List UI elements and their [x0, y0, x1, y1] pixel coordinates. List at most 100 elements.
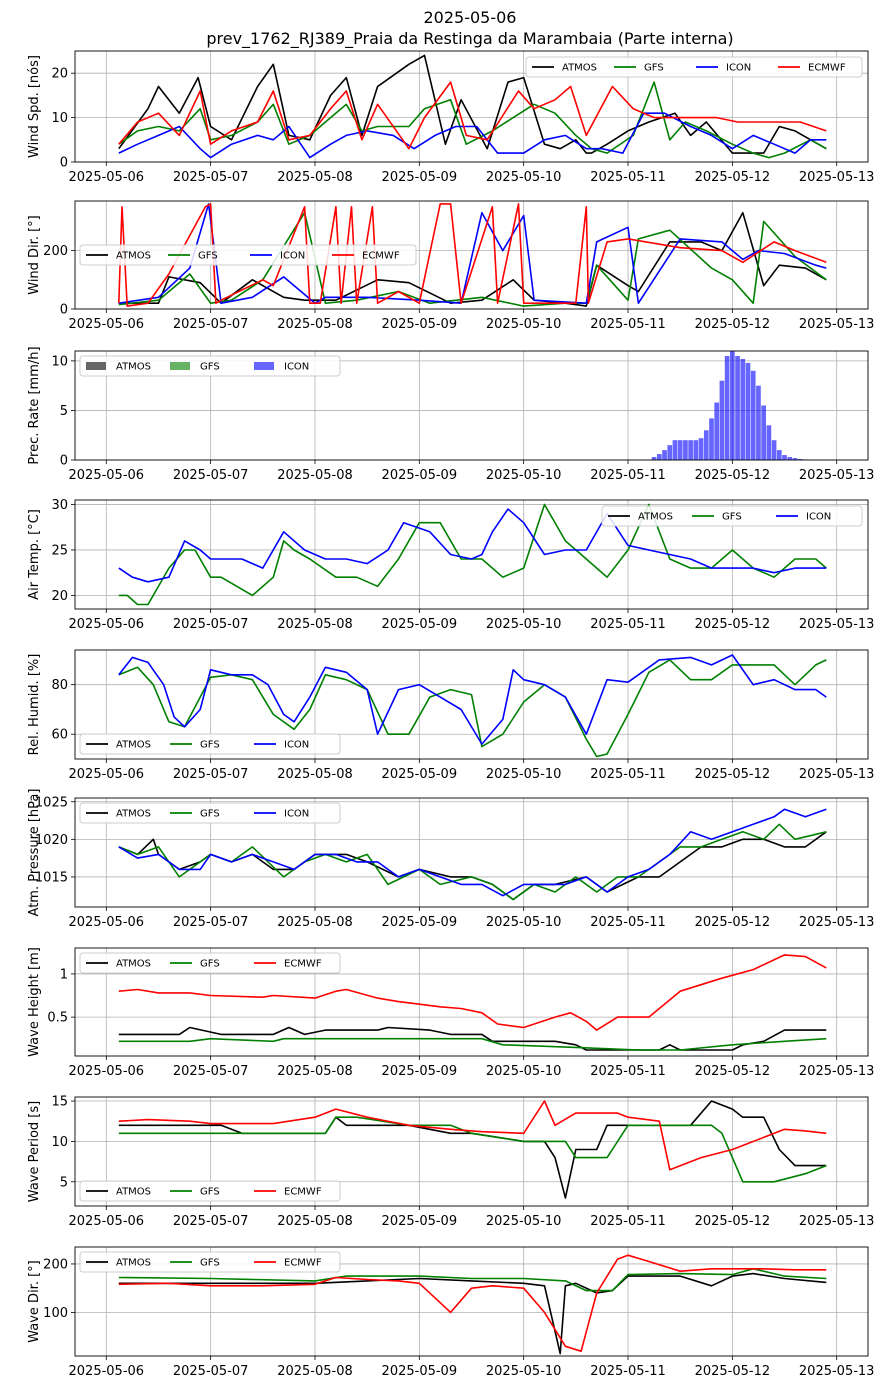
axes-frame: [74, 499, 869, 610]
x-tick-label: 2025-05-10: [486, 468, 562, 483]
y-axis-label: Wind Spd. [nós]: [27, 55, 42, 158]
x-tick-label: 2025-05-07: [173, 317, 249, 332]
y-tick-label: 0: [60, 454, 68, 469]
bar-icon: [703, 430, 709, 460]
x-tick-label: 2025-05-09: [382, 468, 458, 483]
x-tick-label: 2025-05-10: [486, 1364, 562, 1379]
panel-2: 2025-05-06 2025-05-07 2025-05-08 2025-05-09…: [27, 200, 874, 332]
bar-icon: [677, 440, 683, 460]
x-tick-label: 2025-05-13: [799, 1214, 875, 1229]
x-tick-label: 2025-05-10: [486, 317, 562, 332]
legend-box: [79, 1180, 341, 1202]
x-tick-label: 2025-05-06: [69, 1064, 145, 1079]
x-tick-label: 2025-05-12: [695, 617, 771, 632]
legend-label: GFS: [200, 740, 220, 751]
legend-label: GFS: [200, 809, 220, 820]
legend-swatch: [86, 362, 106, 370]
legend-label: GFS: [200, 1258, 220, 1269]
x-tick-label: 2025-05-07: [173, 1214, 249, 1229]
x-tick-label: 2025-05-06: [69, 1214, 145, 1229]
y-tick-label: 80: [51, 678, 68, 693]
series-line-gfs: [118, 659, 827, 758]
x-tick-label: 2025-05-06: [69, 170, 145, 185]
x-tick-label: 2025-05-09: [382, 1214, 458, 1229]
x-tick-label: 2025-05-09: [382, 915, 458, 930]
legend-label: ECMWF: [808, 63, 846, 74]
legend-label: ICON: [284, 362, 309, 373]
x-tick-label: 2025-05-13: [799, 1064, 875, 1079]
legend-swatch: [254, 362, 274, 370]
x-tick-label: 2025-05-08: [277, 1364, 353, 1379]
legend-label: ECMWF: [284, 1187, 322, 1198]
axes-frame: [74, 50, 869, 163]
bar-icon: [745, 362, 751, 460]
y-tick-label: 10: [51, 354, 68, 369]
panel-5: 2025-05-06 2025-05-07 2025-05-08 2025-05-09…: [27, 649, 874, 782]
y-tick-label: 0: [60, 303, 68, 318]
x-tick-label: 2025-05-13: [799, 1364, 875, 1379]
x-tick-label: 2025-05-09: [382, 767, 458, 782]
x-tick-label: 2025-05-10: [486, 170, 562, 185]
axes-frame: [74, 1246, 869, 1357]
y-tick-label: 20: [51, 589, 68, 604]
y-tick-label: 200: [43, 244, 68, 259]
series-line-gfs: [118, 81, 827, 159]
x-tick-label: 2025-05-08: [277, 767, 353, 782]
legend-label: ATMOS: [116, 809, 151, 820]
legend: ATMOS GFS ECMWF: [79, 1180, 341, 1202]
x-tick-label: 2025-05-09: [382, 1364, 458, 1379]
legend-label: ICON: [280, 251, 305, 262]
legend-label: ICON: [284, 809, 309, 820]
legend-label: ATMOS: [638, 512, 673, 523]
legend: ATMOS GFS ECMWF: [79, 1251, 341, 1273]
x-tick-label: 2025-05-07: [173, 170, 249, 185]
panel-6: 2025-05-06 2025-05-07 2025-05-08 2025-05-09…: [27, 789, 874, 930]
bar-icon: [756, 385, 761, 460]
bar-icon: [735, 355, 740, 460]
panel-9: 2025-05-06 2025-05-07 2025-05-08 2025-05-09…: [27, 1246, 875, 1379]
legend-label: GFS: [644, 63, 664, 74]
x-tick-label: 2025-05-12: [695, 1064, 771, 1079]
legend-label: ICON: [806, 512, 831, 523]
x-tick-label: 2025-05-07: [173, 1064, 249, 1079]
x-tick-label: 2025-05-13: [799, 170, 875, 185]
x-tick-label: 2025-05-08: [277, 170, 353, 185]
axes-frame: [74, 1096, 869, 1207]
bar-icon: [740, 358, 746, 460]
y-tick-label: 1020: [35, 833, 68, 848]
x-tick-label: 2025-05-09: [382, 317, 458, 332]
y-tick-label: 1: [60, 967, 68, 982]
x-tick-label: 2025-05-13: [799, 468, 875, 483]
y-axis-label: Prec. Rate [mm/h]: [27, 346, 42, 464]
x-tick-label: 2025-05-11: [590, 170, 666, 185]
legend-box: [601, 505, 863, 527]
legend-box: [79, 952, 341, 974]
bar-icon: [730, 351, 735, 460]
legend-label: ATMOS: [562, 63, 597, 74]
y-tick-label: 0.5: [47, 1011, 68, 1026]
legend-label: ICON: [726, 63, 751, 74]
x-tick-label: 2025-05-06: [69, 915, 145, 930]
x-tick-label: 2025-05-10: [486, 617, 562, 632]
x-tick-label: 2025-05-10: [486, 767, 562, 782]
panel-3: 2025-05-06 2025-05-07 2025-05-08 2025-05-09…: [27, 346, 874, 483]
legend-label: ATMOS: [116, 740, 151, 751]
y-tick-label: 100: [43, 1306, 68, 1321]
legend-label: GFS: [200, 959, 220, 970]
legend-label: ATMOS: [116, 959, 151, 970]
x-tick-label: 2025-05-12: [695, 767, 771, 782]
y-axis-label: Wave Height [m]: [27, 947, 42, 1057]
x-tick-label: 2025-05-12: [695, 468, 771, 483]
x-tick-label: 2025-05-13: [799, 915, 875, 930]
axes-frame: [74, 200, 869, 310]
y-tick-label: 60: [51, 728, 68, 743]
bar-icon: [761, 405, 767, 460]
panel-8: 2025-05-06 2025-05-07 2025-05-08 2025-05-09…: [27, 1095, 874, 1229]
bar-icon: [724, 355, 730, 460]
panel-7: 2025-05-06 2025-05-07 2025-05-08 2025-05-09…: [27, 947, 874, 1079]
bar-icon: [792, 458, 798, 460]
x-tick-label: 2025-05-06: [69, 767, 145, 782]
x-tick-label: 2025-05-06: [69, 317, 145, 332]
legend: ATMOS GFS ICON: [79, 733, 341, 755]
bar-icon: [688, 440, 693, 460]
